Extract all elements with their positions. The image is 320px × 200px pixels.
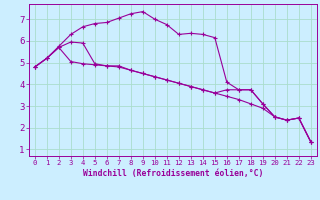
- X-axis label: Windchill (Refroidissement éolien,°C): Windchill (Refroidissement éolien,°C): [83, 169, 263, 178]
